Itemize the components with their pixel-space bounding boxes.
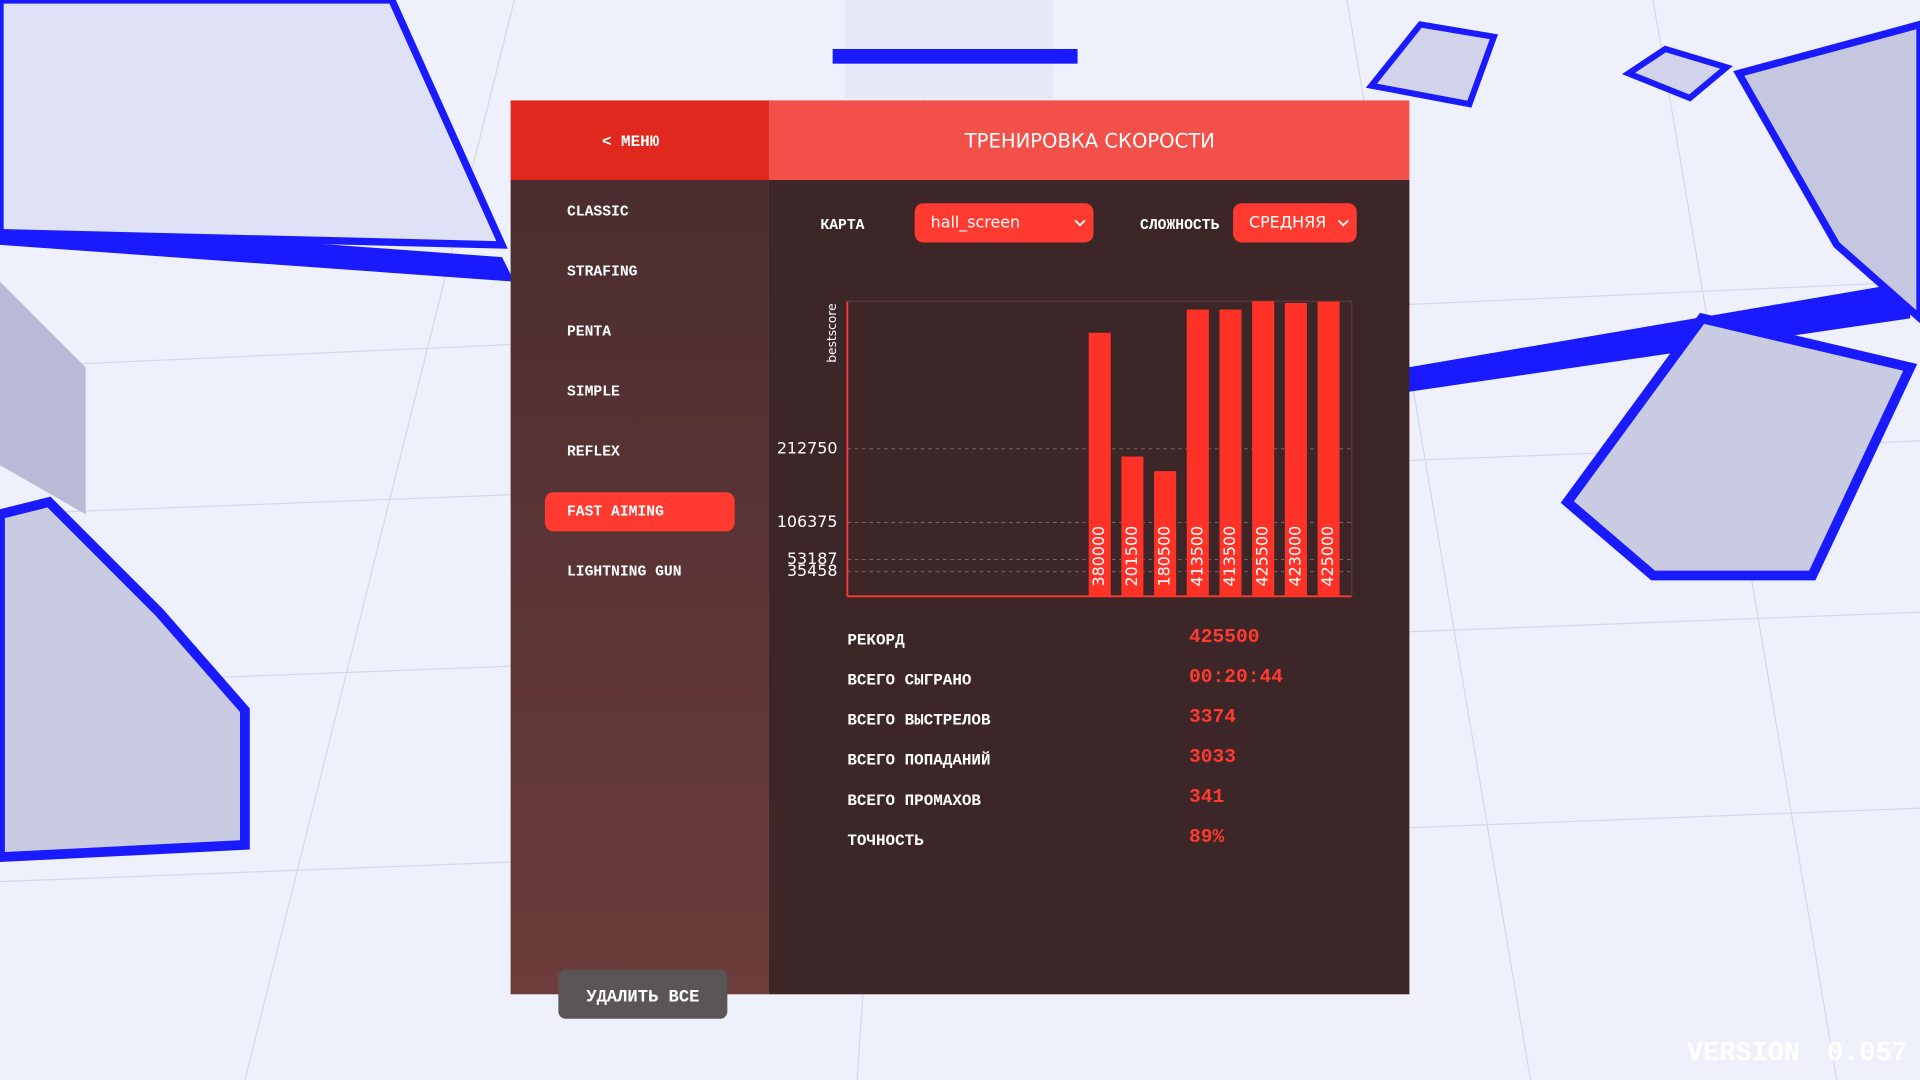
difficulty-value[interactable]: СРЕДНЯЯ (1249, 212, 1326, 231)
stat-label: ВСЕГО ПОПАДАНИЙ (847, 751, 990, 770)
stat-label: ТОЧНОСТЬ (847, 832, 924, 850)
stat-value: 3374 (1189, 706, 1236, 728)
y-tick-label: 106375 (777, 512, 838, 531)
stat-value: 89% (1189, 826, 1224, 848)
version-number: 0.057 (1827, 1039, 1908, 1069)
header-bar (768, 100, 1410, 180)
stat-value: 425500 (1189, 626, 1259, 648)
bar (1252, 301, 1275, 597)
difficulty-label: СЛОЖНОСТЬ (1140, 218, 1220, 234)
dropdown-arrow (1074, 219, 1086, 227)
map-label: КАРТА (820, 218, 864, 234)
menu-item[interactable]: PENTA (567, 325, 611, 341)
bar (1219, 309, 1242, 597)
back-button[interactable] (510, 100, 769, 180)
y-tick-label: 212750 (777, 438, 838, 457)
menu-item[interactable]: STRAFING (567, 265, 638, 281)
map-dropdown[interactable] (914, 203, 1094, 243)
bar (1317, 301, 1340, 597)
difficulty-dropdown[interactable] (1233, 203, 1357, 243)
menu-item[interactable]: LIGHTNING GUN (567, 565, 682, 581)
delete-all-button[interactable] (558, 969, 728, 1019)
bar-value-label: 425000 (1318, 526, 1337, 587)
stat-value: 341 (1189, 786, 1224, 808)
dropdown-arrow (1337, 219, 1349, 227)
bar-value-label: 413500 (1220, 526, 1239, 587)
bar-value-label: 201500 (1122, 526, 1141, 587)
stat-value: 3033 (1189, 746, 1236, 768)
bar-value-label: 423000 (1285, 526, 1304, 587)
menu-item-selected[interactable] (544, 492, 735, 532)
back-label[interactable]: < МЕНЮ (602, 133, 660, 151)
stat-label: ВСЕГО ПРОМАХОВ (847, 792, 981, 810)
bar-value-label: 413500 (1187, 526, 1206, 587)
stat-label: РЕКОРД (847, 632, 905, 650)
menu-item[interactable]: REFLEX (567, 445, 620, 461)
bar (1154, 471, 1177, 597)
version-label: VERSION (1687, 1039, 1800, 1069)
bar (1121, 456, 1144, 597)
stat-label: ВСЕГО ВЫСТРЕЛОВ (847, 712, 991, 730)
y-tick-label: 35458 (787, 561, 838, 580)
y-axis-label: bestscore (825, 303, 839, 362)
stat-label: ВСЕГО СЫГРАНО (847, 672, 971, 690)
menu-item[interactable]: CLASSIC (567, 205, 629, 221)
bar-value-label: 425500 (1253, 526, 1272, 587)
menu-item[interactable]: SIMPLE (567, 385, 620, 401)
bar-value-label: 380000 (1089, 526, 1108, 587)
map-value[interactable]: hall_screen (931, 212, 1021, 232)
bar-value-label: 180500 (1155, 526, 1174, 587)
bar (1284, 302, 1307, 597)
delete-all-label[interactable]: УДАЛИТЬ ВСЕ (586, 988, 699, 1007)
y-tick-label: 53187 (787, 549, 838, 568)
bar (1186, 309, 1209, 597)
menu-panel (510, 180, 769, 995)
page-title: ТРЕНИРОВКА СКОРОСТИ (964, 130, 1215, 153)
menu-item[interactable]: FAST AIMING (567, 505, 664, 521)
stat-value: 00:20:44 (1189, 666, 1283, 688)
bar (1088, 332, 1111, 597)
